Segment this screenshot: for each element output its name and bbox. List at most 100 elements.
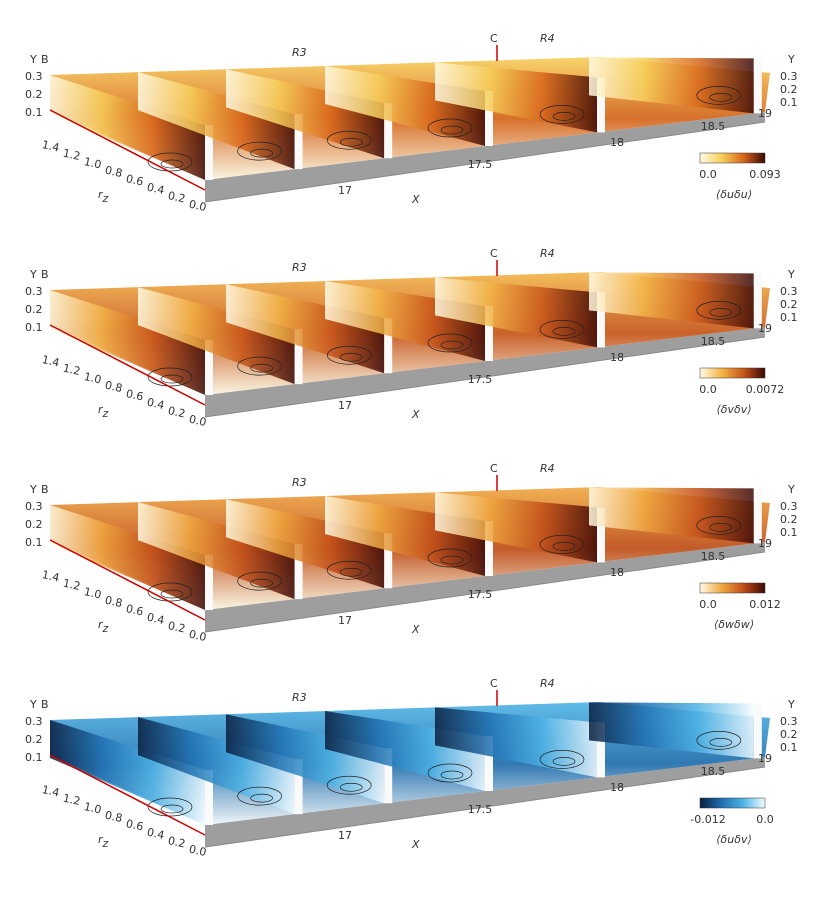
floor [205, 757, 765, 847]
contour [160, 589, 184, 599]
contour [427, 763, 473, 783]
colorbar-min: 0.0 [699, 598, 717, 611]
rz-tick-label: 0.8 [104, 594, 124, 610]
rz-tick-label: 1.0 [83, 155, 103, 171]
colorbar-title: ⟨δwδw⟩ [714, 618, 754, 631]
slice-wall [294, 544, 303, 600]
y-axis-label: Y [29, 698, 37, 711]
slice [589, 487, 754, 544]
contour [326, 130, 372, 150]
y-tick-label: 0.3 [780, 70, 798, 83]
rz-tick-label: 1.0 [83, 800, 103, 816]
rz-base: r [98, 833, 104, 846]
rz-tick-label: 1.0 [83, 370, 103, 386]
slice [226, 284, 385, 374]
y-tick-label: 0.3 [25, 285, 43, 298]
contour [250, 578, 273, 588]
rz-tick-label: 1.4 [41, 783, 61, 799]
slice-wall [597, 507, 605, 563]
x-tick-label: 18.5 [701, 335, 726, 348]
marker-c: C [490, 462, 498, 475]
panel: Y B Y0.3 0.30.2 0.20.10.11.41.21.00.80.60.40… [25, 247, 798, 429]
slice [138, 287, 295, 385]
y-tick-label: 0.2 [780, 83, 798, 96]
contour [147, 367, 193, 387]
slice [50, 505, 205, 610]
x-tick-label: 18.5 [701, 550, 726, 563]
x-tick-label: 17 [338, 399, 352, 412]
y-tick-label: 0.3 [25, 70, 43, 83]
marker-b: B [41, 483, 49, 496]
contour [709, 308, 733, 317]
marker-r3: R3 [292, 476, 307, 489]
slice-wall [485, 306, 493, 361]
marker-r4: R4 [540, 247, 555, 260]
slice-wall [384, 748, 393, 804]
colorbar [699, 367, 766, 379]
x-tick-label: 18 [610, 566, 624, 579]
axis-line [49, 539, 206, 621]
x-tick-label: 19 [758, 322, 772, 335]
rz-tick-label: 0.4 [146, 396, 166, 412]
y-tick-label: 0.2 [25, 88, 43, 101]
contour [160, 804, 184, 814]
floor [205, 112, 765, 202]
y-axis-label: Y [787, 268, 795, 281]
x-tick-label: 18 [610, 136, 624, 149]
axis-line [49, 754, 206, 836]
contour [427, 548, 473, 568]
slice [435, 492, 597, 563]
axis-line [204, 121, 766, 203]
contour [237, 786, 282, 806]
rz-tick-label: 0.8 [104, 379, 124, 395]
contour [440, 770, 464, 780]
contour [250, 793, 273, 803]
axis-line [204, 551, 766, 633]
rz-sub: z [102, 192, 109, 205]
rz-axis-label: rz [98, 188, 109, 205]
contour [696, 301, 742, 320]
contour [709, 93, 733, 102]
contour [339, 567, 363, 577]
axis-line [204, 766, 766, 848]
rz-tick-label: 0.8 [104, 164, 124, 180]
axis-line [49, 109, 206, 191]
contour [147, 152, 193, 172]
slice [589, 272, 754, 329]
y-tick-label: 0.2 [25, 303, 43, 316]
y-tick-label: 0.3 [780, 500, 798, 513]
contour [339, 782, 363, 792]
y-axis-label: Y [29, 483, 37, 496]
marker-c: C [490, 247, 498, 260]
y-tick-label: 0.3 [780, 715, 798, 728]
marker-r3: R3 [292, 691, 307, 704]
slice-wall [294, 114, 303, 170]
rz-tick-label: 0.6 [125, 172, 145, 188]
floor [205, 542, 765, 632]
x-tick-label: 18.5 [701, 120, 726, 133]
rz-axis-label: rz [98, 618, 109, 635]
marker-r4: R4 [540, 677, 555, 690]
y-tick-label: 0.1 [25, 321, 43, 334]
contour [237, 356, 282, 376]
slice [435, 277, 597, 348]
x-axis-label: X [411, 623, 420, 636]
rz-tick-label: 1.2 [62, 577, 82, 593]
colorbar-max: 0.012 [749, 598, 781, 611]
contour [326, 345, 372, 365]
contour [539, 535, 585, 554]
rz-tick-label: 1.2 [62, 147, 82, 163]
y-tick-label: 0.1 [25, 106, 43, 119]
contour [160, 159, 184, 169]
colorbar-min: 0.0 [699, 168, 717, 181]
y-tick-label: 0.1 [780, 526, 798, 539]
slice [50, 290, 205, 395]
slice-wall [384, 318, 393, 374]
slice-wall [597, 77, 605, 133]
rz-tick-label: 0.4 [146, 181, 166, 197]
slice-wall [753, 488, 762, 544]
contour [696, 86, 742, 105]
colorbar-max: 0.0 [756, 813, 774, 826]
rz-tick-label: 0.2 [167, 189, 187, 205]
